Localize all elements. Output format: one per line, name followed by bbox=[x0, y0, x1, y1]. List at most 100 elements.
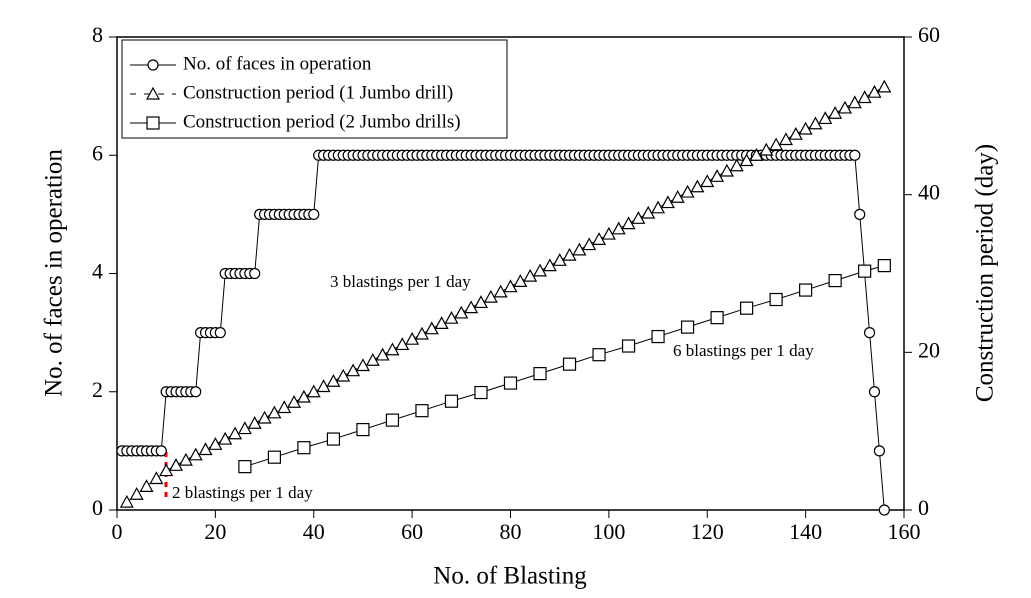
x-tick-label: 0 bbox=[112, 519, 123, 544]
marker bbox=[129, 486, 144, 500]
marker bbox=[847, 95, 862, 109]
marker bbox=[267, 450, 281, 464]
legend-marker bbox=[147, 59, 159, 71]
marker bbox=[621, 216, 636, 230]
marker bbox=[582, 237, 597, 251]
marker bbox=[670, 190, 685, 203]
marker bbox=[297, 441, 311, 455]
marker bbox=[863, 327, 876, 339]
legend-marker bbox=[145, 86, 161, 100]
y2-tick-label: 20 bbox=[918, 337, 940, 362]
marker bbox=[680, 184, 695, 198]
x-tick-label: 80 bbox=[500, 519, 522, 544]
series-line bbox=[121, 154, 885, 511]
marker bbox=[729, 158, 744, 172]
marker bbox=[878, 504, 890, 516]
marker bbox=[424, 321, 439, 335]
marker bbox=[808, 116, 823, 130]
marker bbox=[592, 348, 606, 362]
annotation: 6 blastings per 1 day bbox=[673, 341, 814, 360]
y-tick-label: 2 bbox=[92, 377, 103, 402]
marker bbox=[660, 195, 675, 209]
marker bbox=[601, 226, 616, 240]
marker bbox=[778, 132, 793, 146]
marker bbox=[739, 153, 754, 167]
marker bbox=[159, 463, 174, 477]
marker bbox=[799, 283, 813, 297]
marker bbox=[346, 363, 361, 377]
marker bbox=[798, 121, 813, 135]
marker bbox=[385, 342, 400, 356]
marker bbox=[592, 232, 607, 245]
legend-label: Construction period (2 Jumbo drills) bbox=[183, 111, 461, 132]
marker bbox=[316, 379, 331, 393]
marker bbox=[483, 289, 498, 303]
marker bbox=[503, 279, 518, 293]
marker bbox=[523, 268, 538, 282]
marker bbox=[849, 149, 861, 161]
marker bbox=[572, 242, 587, 256]
marker bbox=[710, 169, 725, 182]
marker bbox=[375, 347, 390, 361]
marker bbox=[355, 358, 370, 372]
legend-box bbox=[121, 39, 508, 139]
marker bbox=[228, 426, 243, 440]
marker bbox=[621, 339, 636, 353]
marker bbox=[739, 301, 754, 315]
marker bbox=[155, 445, 167, 457]
x-tick-label: 20 bbox=[204, 519, 226, 544]
marker bbox=[237, 421, 252, 435]
marker bbox=[119, 494, 134, 508]
marker bbox=[267, 405, 282, 419]
y2-tick-label: 60 bbox=[918, 22, 940, 47]
marker bbox=[190, 386, 202, 398]
y-tick-label: 4 bbox=[92, 259, 103, 284]
x-tick-label: 100 bbox=[592, 519, 625, 544]
marker bbox=[710, 311, 724, 325]
marker bbox=[611, 221, 626, 235]
marker bbox=[877, 259, 891, 273]
marker bbox=[493, 284, 508, 298]
marker bbox=[719, 163, 734, 177]
marker bbox=[690, 179, 705, 193]
marker bbox=[533, 263, 548, 277]
marker bbox=[641, 205, 656, 219]
x-tick-label: 40 bbox=[303, 519, 325, 544]
marker bbox=[415, 404, 429, 418]
marker bbox=[769, 292, 783, 307]
marker bbox=[867, 84, 882, 98]
annotation: 3 blastings per 1 day bbox=[330, 272, 471, 291]
legend-marker bbox=[146, 116, 160, 130]
marker bbox=[858, 264, 872, 278]
marker bbox=[473, 295, 488, 309]
legend-label: Construction period (1 Jumbo drill) bbox=[183, 82, 453, 103]
marker bbox=[854, 208, 866, 220]
marker bbox=[503, 376, 518, 390]
marker bbox=[326, 432, 341, 446]
x-tick-label: 120 bbox=[691, 519, 724, 544]
marker bbox=[198, 442, 213, 456]
marker bbox=[533, 367, 547, 381]
marker bbox=[562, 357, 577, 371]
marker bbox=[868, 386, 881, 398]
marker bbox=[308, 208, 320, 220]
marker bbox=[651, 329, 665, 344]
x-tick-label: 60 bbox=[401, 519, 423, 544]
marker bbox=[247, 416, 262, 429]
marker bbox=[837, 100, 852, 114]
marker bbox=[306, 384, 321, 398]
marker bbox=[631, 211, 646, 224]
marker bbox=[296, 389, 311, 403]
marker bbox=[444, 310, 459, 324]
marker bbox=[542, 258, 557, 272]
marker bbox=[828, 273, 842, 288]
marker bbox=[873, 445, 886, 457]
marker bbox=[818, 111, 833, 125]
legend-label: No. of faces in operation bbox=[183, 53, 372, 74]
marker bbox=[178, 452, 193, 466]
marker bbox=[474, 385, 488, 400]
x-tick-label: 160 bbox=[888, 519, 921, 544]
marker bbox=[877, 79, 892, 93]
